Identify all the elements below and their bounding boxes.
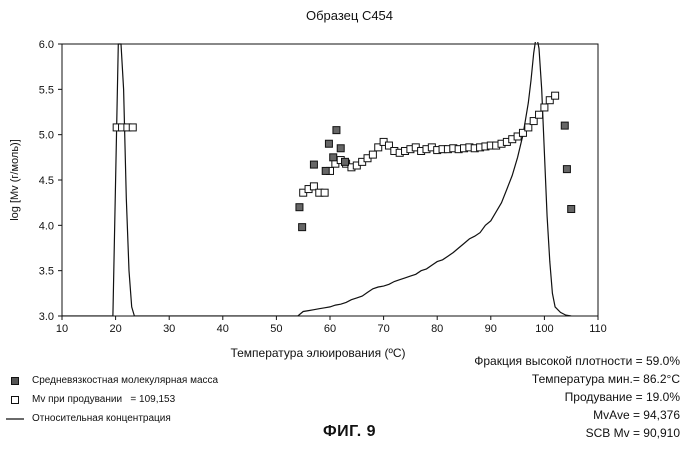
point-mv-purge (309, 182, 318, 191)
figure-caption: ФИГ. 9 (322, 423, 376, 440)
x-tick-label: 50 (270, 323, 282, 335)
y-tick-label: 4.5 (39, 175, 54, 187)
point-viscosity-avg (329, 153, 338, 162)
stat-mv-ave: MvAve = 94,376 (593, 408, 680, 422)
point-viscosity-avg (321, 166, 330, 175)
x-tick-label: 70 (377, 323, 389, 335)
x-tick-label: 10 (56, 323, 68, 335)
point-viscosity-avg (298, 223, 307, 232)
point-mv-purge (518, 128, 527, 137)
x-tick-label: 40 (217, 323, 229, 335)
y-tick-label: 5.0 (39, 130, 54, 142)
stat-high-density-fraction: Фракция высокой плотности = 59.0% (474, 354, 680, 368)
x-axis-label: Температура элюирования (ºC) (230, 346, 405, 360)
legend-label: Относительная концентрация (32, 413, 171, 424)
legend: Средневязкостная молекулярная масса Мv п… (6, 371, 218, 428)
legend-label: Мv при продувании = 109,153 (32, 394, 176, 405)
y-tick-label: 3.5 (39, 266, 54, 278)
point-viscosity-avg (332, 126, 341, 135)
point-mv-purge (551, 91, 560, 100)
point-viscosity-avg (295, 203, 304, 212)
x-tick-label: 90 (485, 323, 497, 335)
point-mv-purge (545, 96, 554, 105)
point-mv-purge (524, 123, 533, 132)
point-viscosity-avg (560, 121, 569, 130)
stat-purge: Продувание = 19.0% (564, 390, 680, 404)
legend-item-mv-purge: Мv при продувании = 109,153 (6, 390, 218, 409)
stat-min-temperature: Температура мин.= 86.2°C (531, 372, 680, 386)
series-line-relative-concentration (62, 42, 572, 316)
x-tick-label: 20 (109, 323, 121, 335)
point-mv-purge (384, 141, 393, 150)
y-axis-label: log [Mv (г/моль)] (9, 139, 21, 221)
point-viscosity-avg (562, 165, 571, 174)
legend-item-relative-concentration: Относительная концентрация (6, 409, 218, 428)
open-square-marker-icon (6, 395, 24, 404)
x-tick-label: 110 (589, 323, 607, 335)
point-viscosity-avg (341, 157, 350, 166)
x-tick-label: 30 (163, 323, 175, 335)
y-tick-label: 3.0 (39, 311, 54, 323)
x-tick-label: 100 (535, 323, 553, 335)
point-viscosity-avg (567, 205, 576, 214)
legend-label: Средневязкостная молекулярная масса (32, 375, 219, 386)
point-mv-purge (128, 123, 137, 132)
x-tick-label: 60 (324, 323, 336, 335)
point-mv-purge (374, 143, 383, 152)
point-viscosity-avg (309, 160, 318, 169)
legend-item-viscosity-avg: Средневязкостная молекулярная масса (6, 371, 218, 390)
y-tick-label: 5.5 (39, 84, 54, 96)
filled-square-marker-icon (6, 376, 24, 385)
point-mv-purge (535, 110, 544, 119)
point-viscosity-avg (324, 139, 333, 148)
point-mv-purge (368, 150, 377, 159)
y-tick-label: 6.0 (39, 39, 54, 51)
point-mv-purge (529, 117, 538, 126)
x-tick-label: 80 (431, 323, 443, 335)
stat-scb-mv: SCB Mv = 90,910 (585, 426, 680, 440)
point-mv-purge (540, 103, 549, 112)
plot-frame (61, 43, 599, 317)
stats-panel: Фракция высокой плотности = 59.0% Темпер… (474, 352, 680, 442)
line-marker-icon (6, 417, 24, 421)
point-mv-purge (320, 188, 329, 197)
y-tick-label: 4.0 (39, 220, 54, 232)
point-viscosity-avg (336, 144, 345, 153)
chart-title: Образец С454 (305, 8, 394, 23)
